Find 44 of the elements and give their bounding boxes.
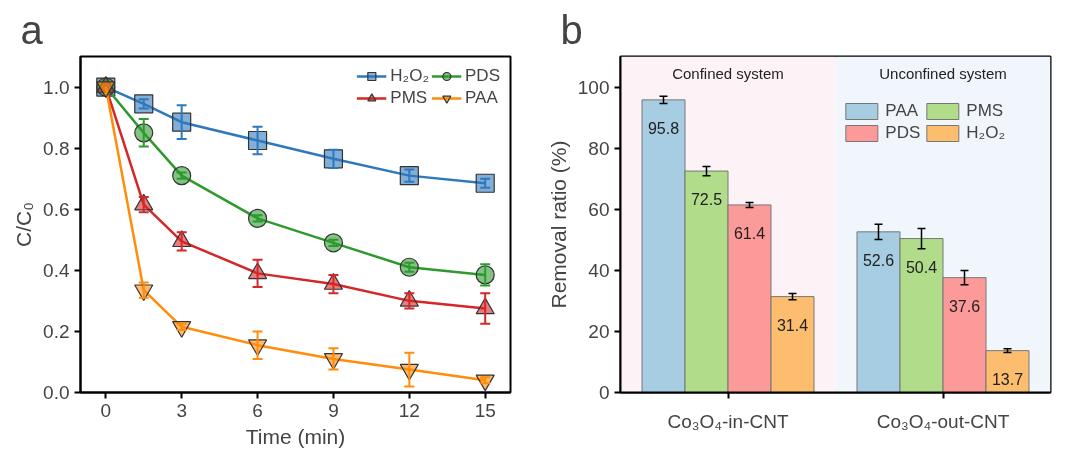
data-label: 72.5 <box>690 191 723 209</box>
point <box>134 284 154 302</box>
y-tick-label: 0 <box>598 382 610 403</box>
text: a <box>20 7 44 52</box>
text: b <box>560 7 583 52</box>
y-tick-label: 0.8 <box>43 137 70 159</box>
x-axis-title: Time (min) <box>245 424 346 448</box>
y-tick-label: 0.0 <box>43 382 70 403</box>
legend-label: H₂O₂ <box>966 123 1005 143</box>
legend-label: PMS <box>966 101 1004 121</box>
data-label: 13.7 <box>991 370 1024 388</box>
legend-label: PDS <box>465 66 500 86</box>
legend-label: PAA <box>465 88 498 108</box>
x-tick-label: 6 <box>252 399 263 421</box>
x-tick-label: Co₃O₄-in-CNT <box>667 410 789 432</box>
x-tick-label: Co₃O₄-out-CNT <box>876 410 1010 432</box>
legend-label: PAA <box>885 101 919 121</box>
y-tick-label: 0.2 <box>43 320 70 342</box>
data-label: 31.4 <box>776 316 809 334</box>
y-tick-label: 20 <box>588 320 610 342</box>
band-label: Confined system <box>672 64 784 82</box>
data-label: 95.8 <box>647 119 680 137</box>
y-tick-label: 1.0 <box>43 76 70 98</box>
data-label: 61.4 <box>733 224 766 242</box>
y-axis-title: Removal ratio (%) <box>546 140 570 309</box>
legend-label: PDS <box>885 123 921 143</box>
y-tick-label: 60 <box>588 198 610 220</box>
y-tick-label: 80 <box>588 137 610 159</box>
y-tick-label: 100 <box>577 76 610 98</box>
x-tick-label: 0 <box>100 399 112 421</box>
data-label: 37.6 <box>948 297 981 315</box>
data-label: 50.4 <box>905 258 938 276</box>
legend-label: H₂O₂ <box>390 66 430 86</box>
x-tick-label: 12 <box>398 399 420 421</box>
band-label: Unconfined system <box>879 64 1007 82</box>
data-label: 52.6 <box>862 251 895 269</box>
y-axis-title: C/C₀ <box>12 202 36 247</box>
y-tick-label: 0.6 <box>43 198 70 220</box>
x-tick-label: 3 <box>176 399 187 421</box>
legend-label: PMS <box>390 88 428 108</box>
x-tick-label: 9 <box>328 399 339 421</box>
y-tick-label: 40 <box>588 259 610 281</box>
y-tick-label: 0.4 <box>43 259 70 281</box>
x-tick-label: 15 <box>474 399 496 421</box>
